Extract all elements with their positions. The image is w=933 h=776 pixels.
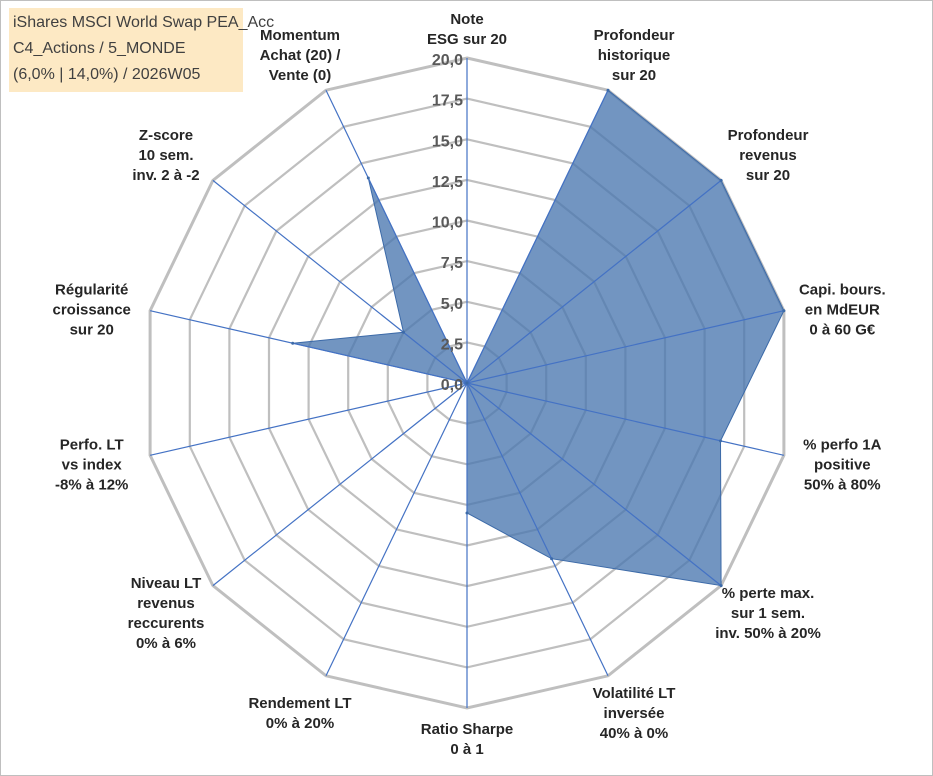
axis-label-line: 0 à 1 xyxy=(450,741,483,758)
axis-label-line: Rendement LT xyxy=(248,695,351,712)
axis-label-line: Momentum xyxy=(260,27,340,44)
axis-line xyxy=(466,382,609,677)
axis-label-line: revenus xyxy=(137,595,195,612)
tick-label: 12,5 xyxy=(432,174,463,191)
axis-label-line: Capi. bours. xyxy=(799,281,886,298)
axis-label-line: % perfo 1A xyxy=(803,437,882,454)
axis-label: Volatilité LT inversée 40% à 0% xyxy=(593,685,676,742)
axis-label-line: Profondeur xyxy=(728,127,809,144)
data-point xyxy=(719,584,723,588)
axis-label-line: Achat (20) / xyxy=(260,47,342,64)
tick-label: 10,0 xyxy=(432,215,463,232)
tick-label: 0,0 xyxy=(441,377,463,394)
data-point xyxy=(366,176,370,180)
axis-label-line: % perte max. xyxy=(722,585,815,602)
data-point xyxy=(782,309,786,313)
axis-line xyxy=(466,89,609,384)
axis-label-line: sur 20 xyxy=(746,167,790,184)
axis-label-line: Ratio Sharpe xyxy=(421,721,514,738)
axis-label: Momentum Achat (20) / Vente (0) xyxy=(260,27,342,84)
axis-label: Z-score 10 sem. inv. 2 à -2 xyxy=(132,127,199,184)
tick-label: 20,0 xyxy=(432,52,463,69)
data-point xyxy=(719,439,722,443)
axis-label-line: -8% à 12% xyxy=(55,477,128,494)
axis-label: Profondeur revenus sur 20 xyxy=(728,127,809,184)
axis-label-line: inv. 50% à 20% xyxy=(715,625,821,642)
data-point xyxy=(550,557,554,561)
axis-label: % perfo 1A positive 50% à 80% xyxy=(803,437,882,494)
axis-line xyxy=(212,382,468,587)
tick-label: 17,5 xyxy=(432,93,463,110)
data-point xyxy=(402,330,405,334)
axis-line xyxy=(466,382,785,456)
axis-label-line: 50% à 80% xyxy=(804,477,881,494)
radial-tick-labels: 0,0 2,5 5,0 7,5 10,0 12,5 15,0 17,5 20,0 xyxy=(432,52,463,394)
axis-line xyxy=(149,382,468,456)
axis-label-line: 10 sem. xyxy=(138,147,193,164)
data-point xyxy=(291,341,295,345)
axis-line xyxy=(466,310,785,384)
fund-period: (6,0% | 14,0%) / 2026W05 xyxy=(13,66,201,83)
axis-label-line: positive xyxy=(814,457,871,474)
data-point xyxy=(465,381,469,385)
axis-label-line: sur 1 sem. xyxy=(731,605,805,622)
axis-label-line: inversée xyxy=(604,705,665,722)
tick-label: 15,0 xyxy=(432,133,463,150)
axis-line xyxy=(325,382,468,677)
axis-line xyxy=(466,382,722,587)
chart-title-box: iShares MSCI World Swap PEA_Acc C4_Actio… xyxy=(9,8,275,92)
axis-label-line: croissance xyxy=(53,301,131,318)
tick-label: 2,5 xyxy=(441,336,463,353)
axis-label-line: Régularité xyxy=(55,281,128,298)
axis-label: Ratio Sharpe 0 à 1 xyxy=(421,721,514,758)
axis-label: Capi. bours. en MdEUR 0 à 60 G€ xyxy=(799,281,886,338)
axis-label-line: 0% à 20% xyxy=(266,715,334,732)
axis-label-line: en MdEUR xyxy=(805,301,880,318)
axis-label-line: reccurents xyxy=(128,615,205,632)
fund-category: C4_Actions / 5_MONDE xyxy=(13,40,186,57)
axis-label-line: sur 20 xyxy=(70,321,114,338)
axis-line xyxy=(149,310,468,384)
axis-label-line: Profondeur xyxy=(594,27,675,44)
axis-label-line: historique xyxy=(598,47,671,64)
axis-line xyxy=(212,179,468,384)
axis-label-line: sur 20 xyxy=(612,67,656,84)
data-point xyxy=(465,511,469,515)
axis-label-line: Niveau LT xyxy=(131,575,202,592)
axis-label: Note ESG sur 20 xyxy=(427,11,507,48)
axis-label-line: ESG sur 20 xyxy=(427,31,507,48)
axis-label: Profondeur historique sur 20 xyxy=(594,27,675,84)
axis-label-line: Note xyxy=(450,11,483,28)
axis-label-line: 40% à 0% xyxy=(600,725,668,742)
axis-label-line: vs index xyxy=(62,457,123,474)
axis-label: % perte max. sur 1 sem. inv. 50% à 20% xyxy=(715,585,821,642)
tick-label: 7,5 xyxy=(441,255,463,272)
axis-label-line: Vente (0) xyxy=(269,67,332,84)
axis-label-line: 0% à 6% xyxy=(136,635,196,652)
axis-label: Rendement LT 0% à 20% xyxy=(248,695,351,732)
axis-label: Régularité croissance sur 20 xyxy=(53,281,131,338)
fund-name: iShares MSCI World Swap PEA_Acc xyxy=(13,14,275,31)
axis-label: Perfo. LT vs index -8% à 12% xyxy=(55,437,128,494)
series-area xyxy=(292,89,785,587)
axis-label-line: Volatilité LT xyxy=(593,685,676,702)
axis-labels: Note ESG sur 20 Profondeur historique sur 20… xyxy=(53,11,886,758)
axis-label-line: inv. 2 à -2 xyxy=(132,167,199,184)
axis-line xyxy=(466,179,722,384)
axis-label-line: 0 à 60 G€ xyxy=(809,321,876,338)
axis-line xyxy=(325,89,468,384)
axis-label-line: Perfo. LT xyxy=(60,437,124,454)
data-point xyxy=(606,88,610,92)
radar-series xyxy=(149,58,786,708)
axis-label: Niveau LT revenus reccurents 0% à 6% xyxy=(128,575,205,652)
data-point xyxy=(719,178,723,182)
axis-label-line: revenus xyxy=(739,147,797,164)
tick-label: 5,0 xyxy=(441,296,463,313)
axis-label-line: Z-score xyxy=(139,127,193,144)
